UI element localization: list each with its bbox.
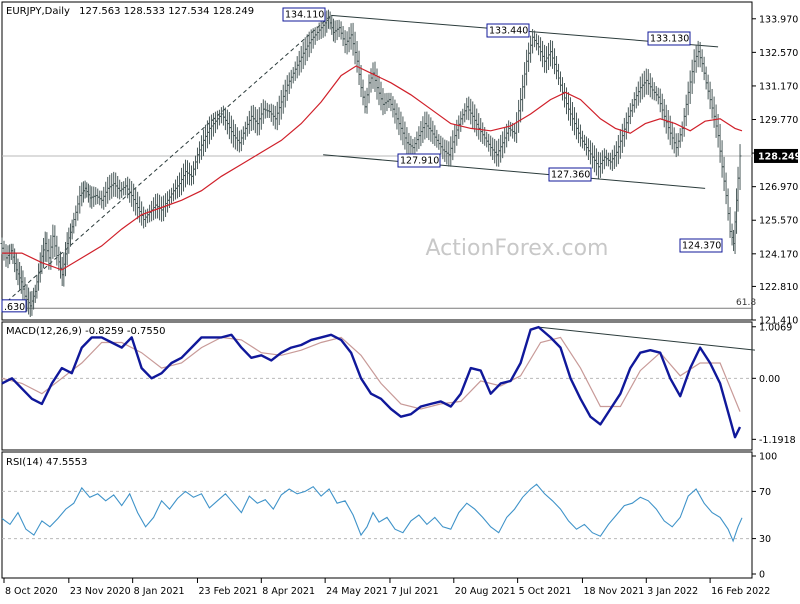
rsi-layer — [1, 483, 743, 543]
cropped-low-label: .630 — [4, 302, 25, 313]
last-price-box — [754, 148, 798, 163]
rsi-line — [1, 483, 743, 543]
instrument-label: EURJPY,Daily — [6, 6, 70, 17]
macd-y-tick-label: 1.0069 — [759, 322, 792, 333]
rsi-panel-frame — [1, 451, 753, 579]
macd-panel-title: MACD(12,26,9) -0.8259 -0.7550 — [6, 326, 166, 337]
x-tick-label: 23 Feb 2021 — [198, 586, 257, 597]
macd-trendline — [538, 326, 756, 351]
price-y-tick-label: 122.810 — [759, 282, 798, 293]
price-annotation-label: 134.110 — [285, 10, 324, 21]
ohlc-label: 127.563 128.533 127.534 128.249 — [79, 6, 254, 17]
price-annotation-label: 127.910 — [400, 156, 439, 167]
x-tick-label: 24 May 2021 — [326, 586, 388, 597]
price-annotation-box — [397, 153, 441, 168]
price-annotation-label: 124.370 — [682, 241, 721, 252]
moving-average-line — [2, 65, 743, 271]
rsi-y-tick-label: 100 — [759, 452, 777, 463]
x-axis-layer: 8 Oct 2020 23 Nov 2020 8 Jan 2021 23 Feb 20… — [3, 578, 770, 597]
price-y-tick-label: 125.570 — [759, 216, 798, 227]
price-annotation-box — [486, 23, 530, 38]
x-tick-label: 23 Nov 2020 — [70, 586, 131, 597]
y-axis-layer: 133.970132.570131.170129.770128.370126.9… — [752, 14, 800, 581]
rsi-panel-title: RSI(14) 47.5553 — [6, 457, 87, 468]
rsi-y-tick-label: 0 — [759, 570, 765, 581]
macd-y-tick-label: 0.00 — [759, 374, 780, 385]
moving-average-layer — [2, 65, 743, 271]
price-y-tick-label: 131.170 — [759, 81, 798, 92]
price-annotation-label: 133.130 — [650, 34, 689, 45]
price-panel-frame — [1, 1, 753, 321]
macd-y-tick-label: -1.1918 — [759, 435, 796, 446]
price-y-tick-label: 129.770 — [759, 115, 798, 126]
x-tick-label: 20 Aug 2021 — [455, 586, 516, 597]
fib-level-label: 61.8 — [736, 298, 756, 308]
macd-line — [1, 325, 742, 439]
price-annotation-box — [647, 31, 691, 46]
price-annotation-box — [679, 238, 723, 253]
watermark: ActionForex.com — [426, 236, 609, 261]
price-trendline-2 — [323, 154, 706, 189]
macd-layer — [1, 325, 742, 439]
price-y-tick-label: 133.970 — [759, 14, 798, 25]
macd-panel-frame — [1, 321, 753, 451]
last-price-label: 128.249 — [758, 151, 800, 162]
rsi-y-tick-label: 30 — [759, 534, 771, 545]
price-y-tick-label: 132.570 — [759, 48, 798, 59]
price-annotation-box — [548, 167, 592, 182]
price-y-tick-label: 121.410 — [759, 316, 798, 327]
price-y-tick-label: 126.970 — [759, 182, 798, 193]
x-tick-label: 16 Feb 2022 — [711, 586, 770, 597]
x-tick-label: 8 Oct 2020 — [5, 586, 58, 597]
x-tick-label: 7 Jul 2021 — [391, 586, 439, 597]
price-annotation-label: 133.440 — [489, 26, 528, 37]
rsi-y-tick-label: 70 — [759, 487, 771, 498]
price-panel-title: EURJPY,Daily 127.563 128.533 127.534 128… — [6, 6, 254, 17]
price-series-layer — [0, 9, 742, 318]
price-y-tick-label: 124.170 — [759, 249, 798, 260]
price-annotation-box — [282, 7, 326, 22]
x-tick-label: 18 Nov 2021 — [583, 586, 644, 597]
x-tick-label: 8 Jan 2021 — [134, 586, 185, 597]
x-tick-label: 8 Apr 2021 — [262, 586, 315, 597]
x-tick-label: 5 Oct 2021 — [519, 586, 572, 597]
price-annotation-label: 127.360 — [551, 170, 590, 181]
x-tick-label: 3 Jan 2022 — [647, 586, 698, 597]
cropped-low-box — [1, 299, 27, 313]
annotation-layer: 61.8 .630 134.110 133.440 133.130 127.910 127.… — [1, 7, 756, 313]
